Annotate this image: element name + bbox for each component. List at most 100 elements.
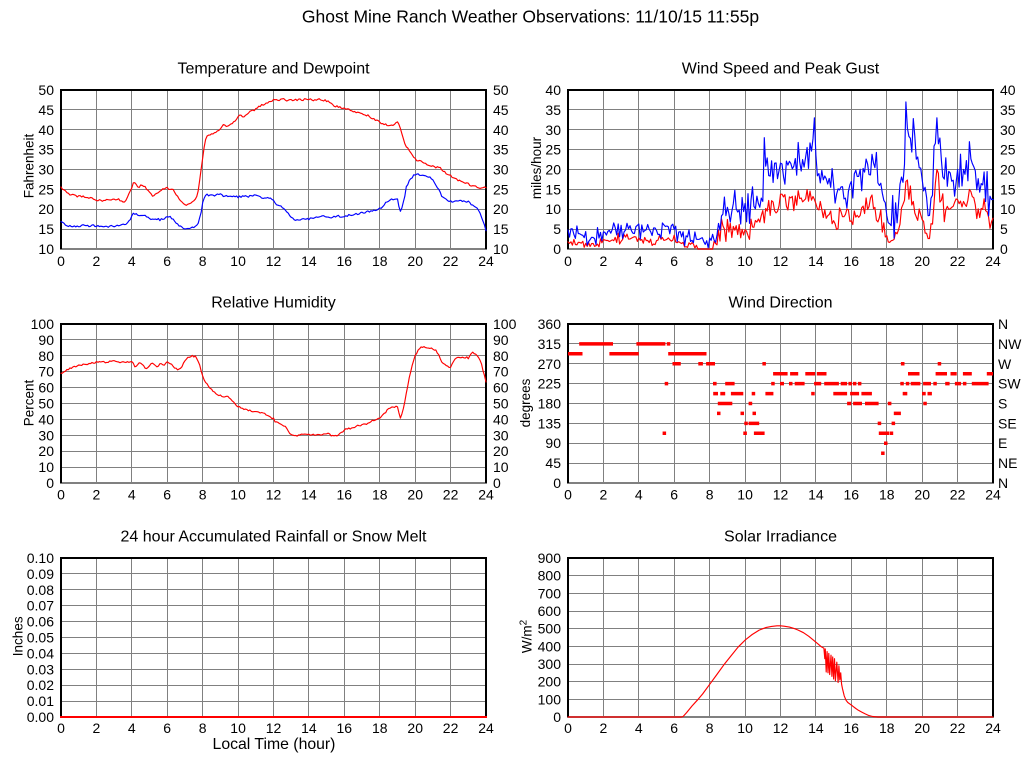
svg-text:25: 25 (1000, 142, 1016, 158)
svg-text:18: 18 (372, 720, 388, 736)
svg-text:18: 18 (372, 487, 388, 503)
svg-text:14: 14 (301, 253, 317, 269)
svg-text:24: 24 (478, 720, 494, 736)
svg-text:Wind Direction: Wind Direction (728, 295, 832, 312)
svg-text:30: 30 (545, 122, 561, 138)
svg-text:20: 20 (914, 253, 930, 269)
svg-text:90: 90 (545, 435, 561, 451)
svg-text:14: 14 (808, 487, 824, 503)
svg-text:30: 30 (1000, 122, 1016, 138)
svg-text:400: 400 (538, 638, 562, 654)
svg-text:Relative Humidity: Relative Humidity (211, 295, 335, 312)
svg-text:60: 60 (38, 380, 54, 396)
svg-text:40: 40 (38, 411, 54, 427)
svg-text:14: 14 (301, 487, 317, 503)
svg-text:E: E (998, 435, 1007, 451)
svg-text:360: 360 (538, 316, 562, 332)
svg-text:25: 25 (493, 181, 509, 197)
svg-text:24: 24 (985, 720, 1001, 736)
svg-text:12: 12 (266, 720, 282, 736)
svg-text:10: 10 (230, 720, 246, 736)
svg-text:22: 22 (443, 720, 459, 736)
svg-text:30: 30 (493, 162, 509, 178)
svg-text:35: 35 (545, 102, 561, 118)
svg-text:100: 100 (538, 691, 562, 707)
svg-text:2: 2 (93, 720, 101, 736)
svg-text:0.09: 0.09 (27, 566, 54, 582)
svg-text:20: 20 (407, 720, 423, 736)
svg-text:6: 6 (670, 720, 678, 736)
svg-text:W: W (998, 356, 1012, 372)
svg-text:20: 20 (407, 487, 423, 503)
svg-text:0: 0 (493, 475, 501, 491)
svg-text:40: 40 (1000, 82, 1016, 98)
svg-text:S: S (998, 396, 1007, 412)
svg-text:Wind Speed and Peak Gust: Wind Speed and Peak Gust (682, 61, 880, 78)
svg-text:24: 24 (985, 253, 1001, 269)
svg-text:10: 10 (737, 720, 753, 736)
svg-text:18: 18 (879, 487, 895, 503)
svg-text:0: 0 (46, 475, 54, 491)
svg-text:8: 8 (199, 720, 207, 736)
svg-text:0: 0 (553, 475, 561, 491)
svg-text:22: 22 (443, 253, 459, 269)
svg-text:12: 12 (773, 253, 789, 269)
svg-text:0: 0 (57, 253, 65, 269)
svg-text:20: 20 (1000, 162, 1016, 178)
svg-text:45: 45 (545, 455, 561, 471)
svg-text:4: 4 (128, 487, 136, 503)
svg-text:6: 6 (163, 253, 171, 269)
svg-text:20: 20 (493, 443, 509, 459)
svg-text:40: 40 (493, 122, 509, 138)
svg-text:18: 18 (372, 253, 388, 269)
svg-text:0: 0 (57, 487, 65, 503)
svg-text:Local Time (hour): Local Time (hour) (213, 736, 336, 753)
svg-text:22: 22 (950, 253, 966, 269)
svg-text:10: 10 (493, 241, 509, 257)
svg-text:0.07: 0.07 (27, 598, 54, 614)
svg-text:12: 12 (266, 487, 282, 503)
svg-text:W/m2: W/m2 (518, 619, 534, 653)
svg-text:80: 80 (38, 348, 54, 364)
svg-text:8: 8 (706, 253, 714, 269)
svg-text:200: 200 (538, 674, 562, 690)
svg-text:35: 35 (493, 142, 509, 158)
svg-text:20: 20 (914, 487, 930, 503)
svg-text:5: 5 (553, 221, 561, 237)
svg-text:40: 40 (493, 411, 509, 427)
svg-text:10: 10 (545, 201, 561, 217)
svg-text:14: 14 (808, 253, 824, 269)
svg-text:700: 700 (538, 585, 562, 601)
svg-text:900: 900 (538, 550, 562, 566)
svg-text:180: 180 (538, 396, 562, 412)
svg-text:80: 80 (493, 348, 509, 364)
svg-text:18: 18 (879, 253, 895, 269)
svg-text:0.03: 0.03 (27, 661, 54, 677)
svg-text:14: 14 (808, 720, 824, 736)
svg-text:NW: NW (998, 336, 1022, 352)
svg-text:0: 0 (564, 720, 572, 736)
svg-text:600: 600 (538, 603, 562, 619)
svg-text:90: 90 (38, 332, 54, 348)
svg-text:10: 10 (230, 253, 246, 269)
svg-text:miles/hour: miles/hour (529, 136, 544, 199)
svg-text:0: 0 (553, 709, 561, 725)
svg-text:8: 8 (706, 720, 714, 736)
svg-text:100: 100 (31, 316, 55, 332)
svg-text:25: 25 (545, 142, 561, 158)
svg-text:30: 30 (38, 162, 54, 178)
svg-text:6: 6 (163, 720, 171, 736)
svg-text:0.05: 0.05 (27, 630, 54, 646)
svg-text:10: 10 (737, 487, 753, 503)
svg-text:25: 25 (38, 181, 54, 197)
svg-text:14: 14 (301, 720, 317, 736)
svg-text:20: 20 (38, 201, 54, 217)
svg-text:4: 4 (635, 720, 643, 736)
svg-text:30: 30 (38, 427, 54, 443)
svg-text:10: 10 (737, 253, 753, 269)
svg-text:270: 270 (538, 356, 562, 372)
svg-text:2: 2 (600, 487, 608, 503)
svg-text:Percent: Percent (22, 379, 37, 426)
svg-text:20: 20 (914, 720, 930, 736)
svg-text:225: 225 (538, 376, 562, 392)
